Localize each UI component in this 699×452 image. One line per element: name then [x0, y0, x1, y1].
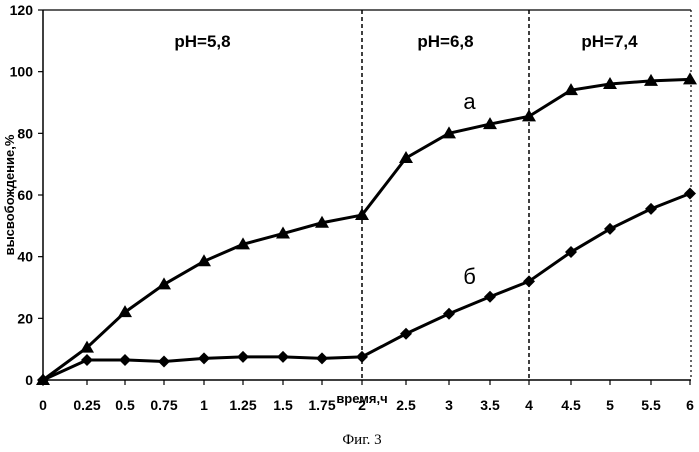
ph-region-label: pH=6,8 — [417, 32, 473, 51]
x-tick-label: 1 — [200, 397, 208, 413]
x-tick-label: 1.25 — [229, 397, 256, 413]
data-point-diamond — [645, 203, 657, 215]
series-label: а — [463, 89, 476, 114]
data-point-diamond — [198, 352, 210, 364]
y-tick-label: 100 — [10, 64, 34, 80]
x-tick-label: 0.5 — [115, 397, 135, 413]
y-tick-label: 0 — [25, 372, 33, 388]
ph-region-label: pH=5,8 — [174, 32, 230, 51]
data-point-diamond — [119, 354, 131, 366]
x-tick-label: 5.5 — [641, 397, 661, 413]
data-point-diamond — [81, 354, 93, 366]
x-tick-label: 1.75 — [308, 397, 335, 413]
data-point-diamond — [158, 356, 170, 368]
x-tick-label: 3 — [445, 397, 453, 413]
figure-caption: Фиг. 3 — [342, 432, 381, 448]
data-point-triangle — [157, 277, 171, 289]
plot-frame — [43, 10, 691, 380]
data-point-triangle — [399, 151, 413, 163]
y-tick-label: 80 — [17, 125, 33, 141]
ph-region-label: pH=7,4 — [581, 32, 638, 51]
series-line — [43, 79, 690, 380]
series-layer: аб — [36, 72, 697, 386]
data-point-triangle — [522, 109, 536, 121]
data-point-diamond — [443, 308, 455, 320]
y-tick-label: 60 — [17, 187, 33, 203]
data-point-diamond — [277, 351, 289, 363]
data-point-diamond — [356, 351, 368, 363]
data-point-diamond — [237, 351, 249, 363]
ph-regions: pH=5,8 pH=6,8 pH=7,4 — [174, 10, 691, 380]
y-tick-label: 20 — [17, 310, 33, 326]
series-line — [43, 193, 690, 380]
x-tick-label: 0 — [39, 397, 47, 413]
series-label: б — [463, 264, 476, 289]
x-tick-label: 0.75 — [150, 397, 177, 413]
x-axis-label: время,ч — [336, 391, 387, 406]
data-point-diamond — [316, 352, 328, 364]
data-point-diamond — [684, 187, 696, 199]
x-tick-label: 5 — [606, 397, 614, 413]
data-point-diamond — [400, 328, 412, 340]
y-tick-label: 40 — [17, 249, 33, 265]
y-tick-label: 120 — [10, 2, 34, 18]
x-tick-label: 0.25 — [73, 397, 100, 413]
y-axis-label: высвобождение,% — [2, 134, 17, 255]
x-tick-label: 4 — [525, 397, 533, 413]
x-tick-label: 2.5 — [396, 397, 416, 413]
x-tick-label: 6 — [686, 397, 694, 413]
x-tick-label: 1.5 — [273, 397, 293, 413]
x-tick-label: 4.5 — [561, 397, 581, 413]
data-point-diamond — [484, 291, 496, 303]
x-tick-label: 3.5 — [480, 397, 500, 413]
